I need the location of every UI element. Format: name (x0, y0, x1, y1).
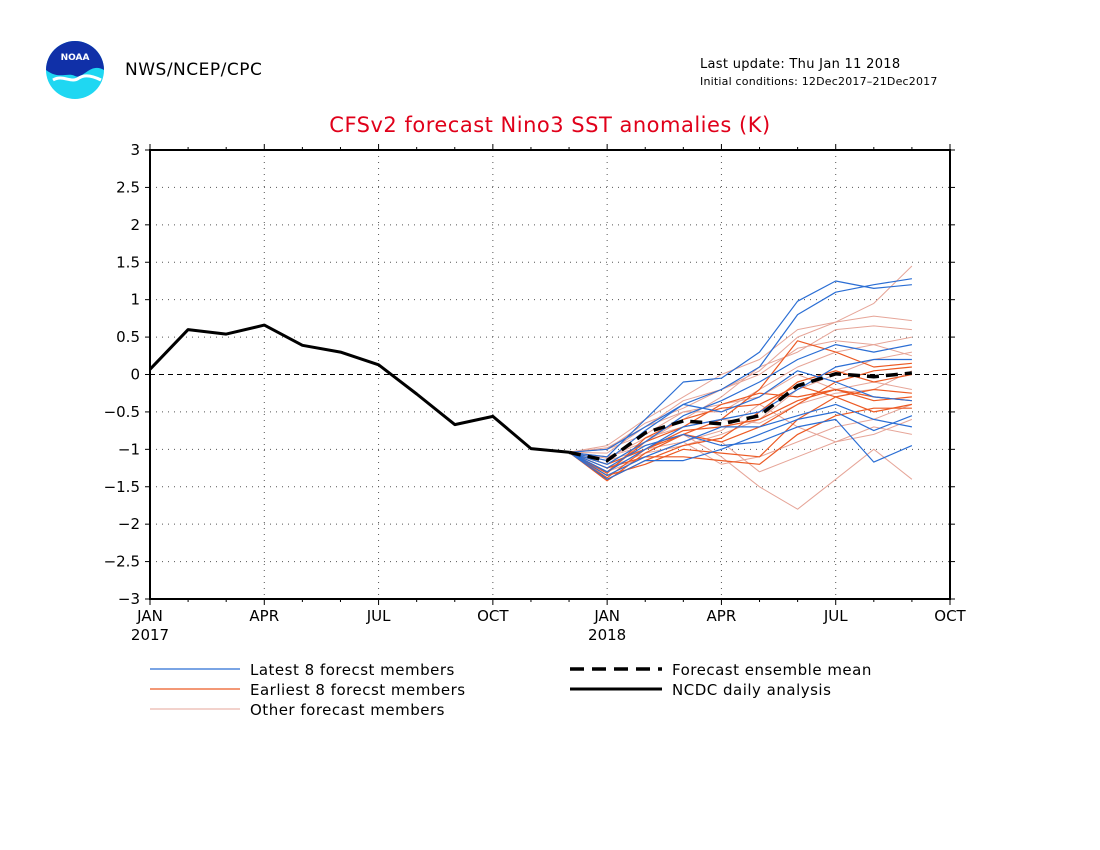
x-tick-label: JUL (823, 607, 848, 625)
latest-member-line (568, 358, 912, 473)
latest-member-line (568, 411, 913, 480)
y-tick-label: −2.5 (104, 553, 140, 571)
y-tick-label: −1.5 (104, 478, 140, 496)
x-tick-label: APR (249, 607, 279, 625)
latest-member-line (568, 280, 912, 458)
x-tick-sublabel: 2018 (588, 626, 626, 644)
x-tick-label: JUL (366, 607, 391, 625)
y-tick-label: −2 (118, 515, 140, 533)
x-tick-sublabel: 2017 (131, 626, 169, 644)
y-tick-label: 1.5 (116, 253, 140, 271)
latest-member-line (568, 278, 912, 453)
x-tick-label: JAN (136, 607, 163, 625)
other-member-line (568, 340, 913, 453)
legend-label-mean: Forecast ensemble mean (672, 661, 872, 679)
y-tick-label: 2.5 (116, 178, 140, 196)
latest-member-line (568, 403, 913, 477)
legend-label-observed: NCDC daily analysis (672, 681, 831, 699)
y-tick-label: 2 (130, 216, 140, 234)
other-member-line (568, 403, 913, 473)
other-member-line (568, 315, 912, 454)
x-tick-label: APR (707, 607, 737, 625)
x-tick-label: JAN (593, 607, 620, 625)
agency-label: NWS/NCEP/CPC (125, 60, 263, 80)
observed-line (148, 323, 570, 454)
other-member-line (568, 265, 913, 453)
latest-member-line (568, 344, 913, 465)
y-tick-label: 3 (130, 141, 140, 159)
y-tick-label: −3 (118, 590, 140, 608)
y-tick-label: 0.5 (116, 328, 140, 346)
legend-label-earliest: Earliest 8 forecst members (250, 681, 466, 699)
legend-label-other: Other forecast members (250, 701, 445, 719)
x-tick-label: OCT (477, 607, 509, 625)
y-tick-label: 1 (130, 291, 140, 309)
noaa-logo: NOAA (46, 41, 104, 99)
latest-member-line (568, 418, 913, 469)
last-update: Last update: Thu Jan 11 2018 (700, 57, 901, 72)
y-tick-label: −0.5 (104, 403, 140, 421)
initial-conditions: Initial conditions: 12Dec2017–21Dec2017 (700, 75, 938, 88)
chart-title: CFSv2 forecast Nino3 SST anomalies (K) (329, 113, 771, 137)
y-tick-label: 0 (130, 366, 140, 384)
other-member-line (568, 426, 912, 473)
ensemble-mean-line (568, 371, 913, 463)
noaa-logo-text: NOAA (61, 53, 90, 63)
x-tick-label: OCT (934, 607, 966, 625)
legend-label-latest: Latest 8 forecst members (250, 661, 455, 679)
y-tick-label: −1 (118, 440, 140, 458)
earliest-member-line (568, 385, 913, 474)
